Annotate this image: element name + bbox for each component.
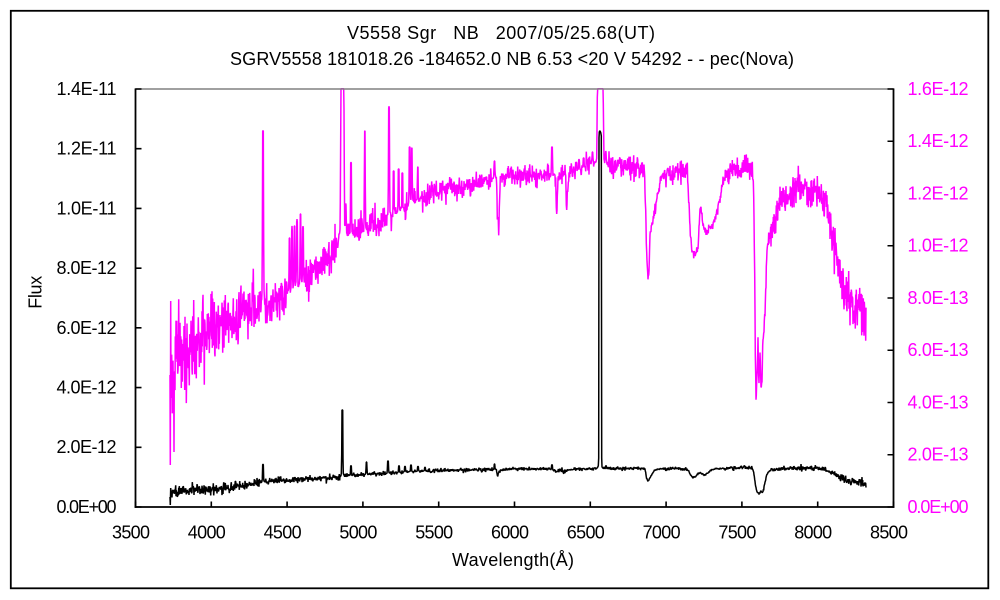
svg-text:1.4E-11: 1.4E-11: [57, 79, 117, 99]
svg-text:1.0E-11: 1.0E-11: [57, 198, 117, 218]
svg-text:2.0E-12: 2.0E-12: [57, 437, 117, 457]
svg-text:4500: 4500: [264, 523, 302, 543]
svg-text:SGRV5558 181018.26 -184652.0 N: SGRV5558 181018.26 -184652.0 NB 6.53 <20…: [230, 49, 794, 69]
svg-text:0.0E+00: 0.0E+00: [908, 497, 969, 517]
svg-text:4000: 4000: [188, 523, 226, 543]
svg-text:6000: 6000: [491, 523, 529, 543]
svg-text:0.0E+00: 0.0E+00: [57, 497, 117, 517]
svg-text:5000: 5000: [339, 523, 377, 543]
svg-text:4.0E-13: 4.0E-13: [908, 392, 969, 412]
svg-text:1.6E-12: 1.6E-12: [908, 79, 969, 99]
svg-text:3500: 3500: [112, 523, 150, 543]
svg-text:1.2E-12: 1.2E-12: [908, 183, 969, 203]
svg-text:7000: 7000: [643, 523, 681, 543]
svg-text:8.0E-12: 8.0E-12: [57, 258, 117, 278]
svg-text:8.0E-13: 8.0E-13: [908, 288, 969, 308]
svg-text:7500: 7500: [718, 523, 756, 543]
svg-text:4.0E-12: 4.0E-12: [57, 378, 117, 398]
svg-text:6.0E-13: 6.0E-13: [908, 340, 969, 360]
svg-text:1.0E-12: 1.0E-12: [908, 236, 969, 256]
svg-text:V5558 Sgr NB 2007/05/25.68: V5558 Sgr NB 2007/05/25.68(UT): [347, 23, 655, 43]
svg-text:5500: 5500: [415, 523, 453, 543]
svg-text:8500: 8500: [870, 523, 908, 543]
svg-text:1.2E-11: 1.2E-11: [57, 139, 117, 159]
svg-text:2.0E-13: 2.0E-13: [908, 445, 969, 465]
svg-text:1.4E-12: 1.4E-12: [908, 131, 969, 151]
svg-text:Wavelength(Å): Wavelength(Å): [452, 550, 574, 570]
svg-text:6.0E-12: 6.0E-12: [57, 318, 117, 338]
svg-text:8000: 8000: [794, 523, 832, 543]
svg-text:Flux: Flux: [26, 276, 46, 309]
svg-text:6500: 6500: [567, 523, 605, 543]
